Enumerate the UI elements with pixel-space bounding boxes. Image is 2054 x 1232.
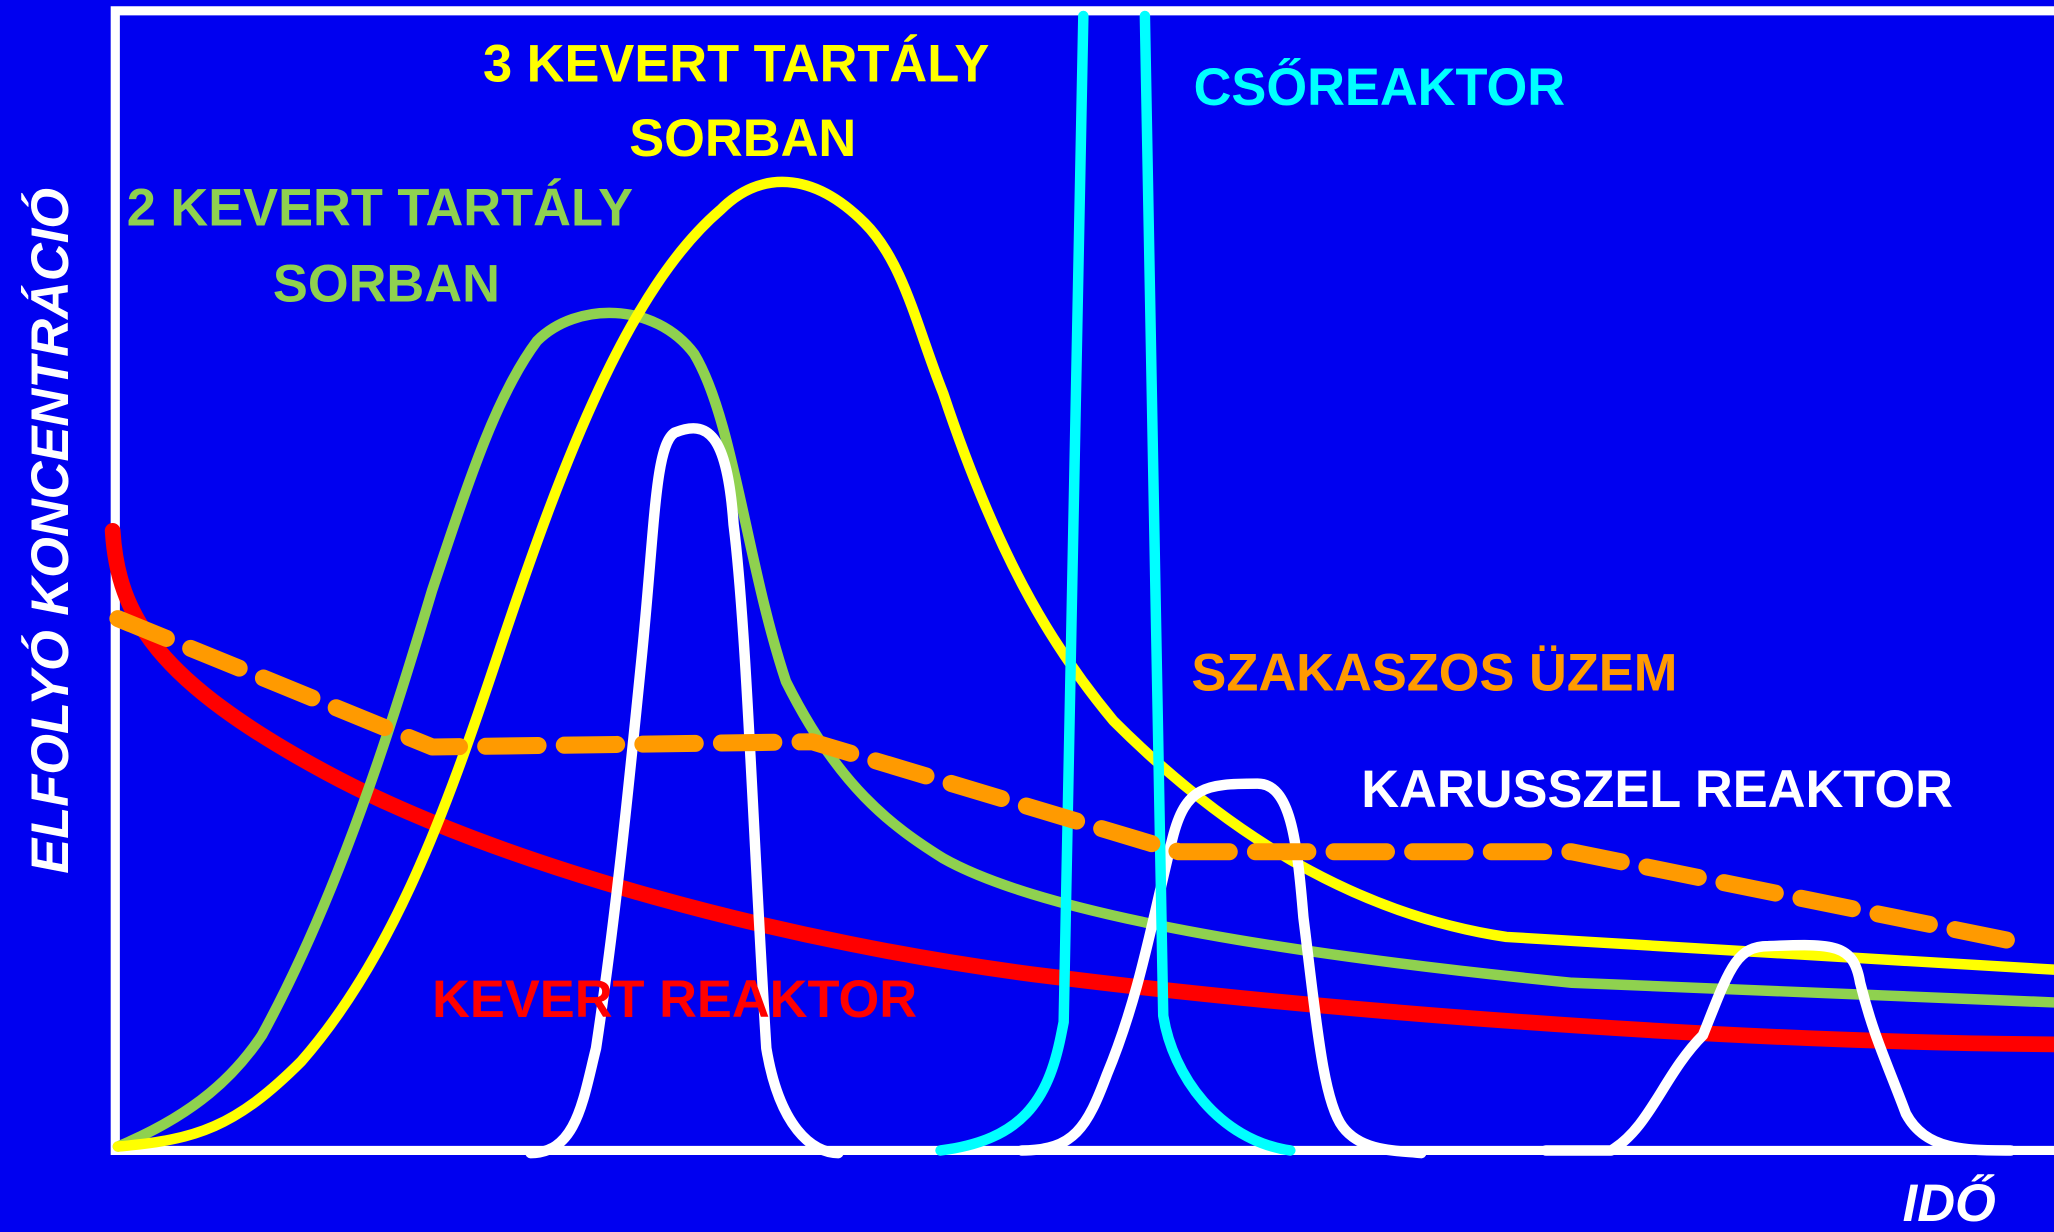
mixed-reactor-curve [104,522,2054,1053]
two-tanks-label: 2 KEVERT TARTÁLY [127,180,633,238]
three-tanks-label: SORBAN [629,110,856,168]
carousel-label: KARUSSZEL REAKTOR [1361,761,1953,819]
plug-flow-curve [935,10,1296,1156]
three-tanks-label: 3 KEVERT TARTÁLY [483,36,989,94]
two-tanks-label: SORBAN [273,256,500,314]
batch-label: SZAKASZOS ÜZEM [1191,645,1677,703]
batch-curve [109,610,2020,950]
two-tanks-curve [112,307,2054,1152]
carousel-peak [1016,778,1427,1159]
x-axis-label: IDŐ [1903,1175,1996,1232]
three-tanks-curve [112,176,2054,1152]
mixed-label: KEVERT REAKTOR [432,971,917,1029]
plug-flow-label: CSŐREAKTOR [1194,58,1566,117]
carousel-peak [525,423,844,1159]
carousel-peak [1540,939,2017,1156]
y-axis-label: ELFOLYÓ KONCENTRÁCIÓ [22,188,80,874]
